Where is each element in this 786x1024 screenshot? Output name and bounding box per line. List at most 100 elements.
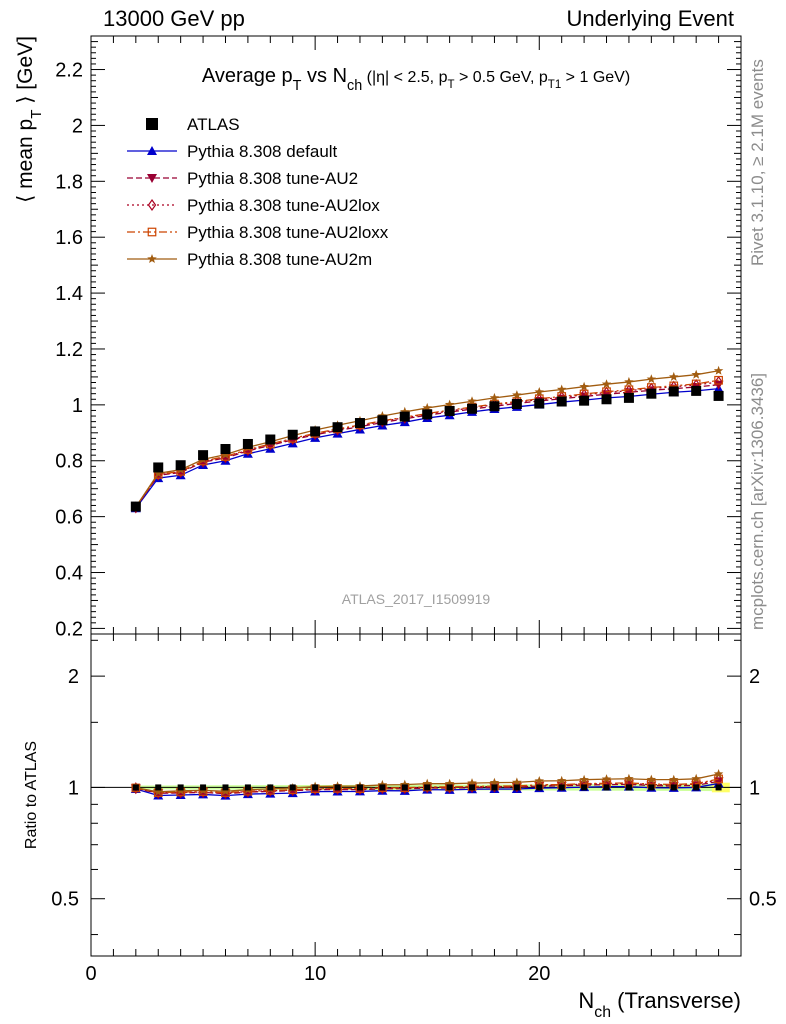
series-point-4 [669,371,679,381]
ratio-point-4 [489,777,500,787]
ratio-tick-label: 2 [68,666,79,688]
series-point-4 [579,381,589,391]
ratio-axis-label: Ratio to ATLAS [23,741,40,849]
data-point [668,386,679,397]
legend-label: Pythia 8.308 default [187,142,338,161]
ratio-point-4 [646,774,657,784]
data-point [242,438,253,449]
series-point-4 [444,399,455,409]
series-point-4 [220,449,231,459]
ratio-data-point [603,784,610,791]
legend-marker [147,254,157,263]
series-point-4 [601,379,612,389]
header-right: Underlying Event [566,6,734,31]
ratio-data-point [132,784,139,791]
header-left: 13000 GeV pp [103,6,245,31]
series-point-4 [624,376,634,386]
ratio-tick-label-right: 0.5 [749,889,777,911]
ratio-tick-label-right: 2 [749,666,760,688]
legend-label: Pythia 8.308 tune-AU2loxx [187,223,389,242]
y-tick-label: 1 [72,395,83,417]
series-point-4 [646,374,657,384]
ratio-point-4 [400,779,410,789]
y-tick-label: 1.6 [55,227,83,249]
ratio-point-4 [601,774,612,784]
ratio-data-point [446,784,453,791]
ratio-tick-label-right: 1 [749,777,760,799]
ratio-point-4 [512,777,522,787]
legend-marker [146,118,158,130]
legend-marker [147,174,157,183]
ratio-data-point [312,784,319,791]
ratio-data-point [469,784,476,791]
data-point [601,394,612,405]
series-point-4 [534,387,544,397]
legend-label: Pythia 8.308 tune-AU2m [187,250,372,269]
x-tick-label: 0 [85,963,96,985]
ratio-point-4 [669,774,679,784]
data-point [265,434,276,445]
ratio-data-point [715,784,722,791]
ratio-point-4 [444,778,455,788]
series-point-4 [556,384,567,394]
ratio-data-point [491,784,498,791]
y-tick-label: 1.4 [55,283,83,305]
data-point [511,399,522,410]
series-point-4 [713,365,724,375]
ratio-data-point [267,784,274,791]
ratio-point-4 [220,786,231,796]
ratio-data-point [693,784,700,791]
x-axis-label: Nch (Transverse) [578,988,741,1021]
ratio-point-4 [422,778,432,788]
ratio-data-point [222,784,229,791]
data-point [175,460,186,471]
series-point-4 [489,392,500,402]
ratio-data-point [513,784,520,791]
ratio-data-point [244,784,251,791]
ratio-data-point [334,784,341,791]
y-axis-label: ⟨ mean pT ⟩ [GeV] [14,36,45,203]
y-tick-label: 0.2 [55,618,83,640]
data-point [534,398,545,409]
series-point-2 [714,375,723,388]
ratio-point-4 [713,769,724,778]
data-point [153,462,164,473]
y-tick-label: 2 [72,115,83,137]
data-point [130,501,141,512]
legend-marker [147,146,157,155]
ratio-data-point [401,784,408,791]
ratio-data-point [356,784,363,791]
analysis-watermark: ATLAS_2017_I1509919 [342,591,491,607]
series-point-4 [422,402,432,412]
ratio-point-4 [534,776,544,786]
y-tick-label: 2.2 [55,60,83,82]
ratio-plot-frame [90,633,742,957]
y-tick-label: 1.8 [55,171,83,193]
legend-marker [147,198,157,212]
legend-label: Pythia 8.308 tune-AU2 [187,169,358,188]
ratio-data-point [670,784,677,791]
y-tick-label: 1.2 [55,339,83,361]
ratio-point-4 [377,779,388,789]
ratio-data-point [177,784,184,791]
chart-title: Average pT vs Nch (|η| < 2.5, pT > 0.5 G… [202,65,630,94]
legend-marker [147,227,157,237]
x-tick-label: 10 [304,963,326,985]
data-point [579,395,590,406]
series-point-4 [400,406,410,416]
legend-label: Pythia 8.308 tune-AU2lox [187,196,380,215]
ratio-data-point [536,784,543,791]
x-tick-label: 20 [528,963,550,985]
data-point [691,385,702,396]
y-tick-label: 0.4 [55,563,83,585]
legend: ATLAS Pythia 8.308 default Pythia 8.308 tu… [127,115,389,269]
data-point [377,415,388,426]
data-point [220,444,231,455]
legend-label: ATLAS [187,115,240,134]
ratio-point-4 [467,778,477,788]
ratio-data-point [155,784,162,791]
series-point-4 [691,369,701,379]
data-point [332,422,343,433]
ratio-tick-label: 1 [68,777,79,799]
series-point-4 [467,396,477,406]
